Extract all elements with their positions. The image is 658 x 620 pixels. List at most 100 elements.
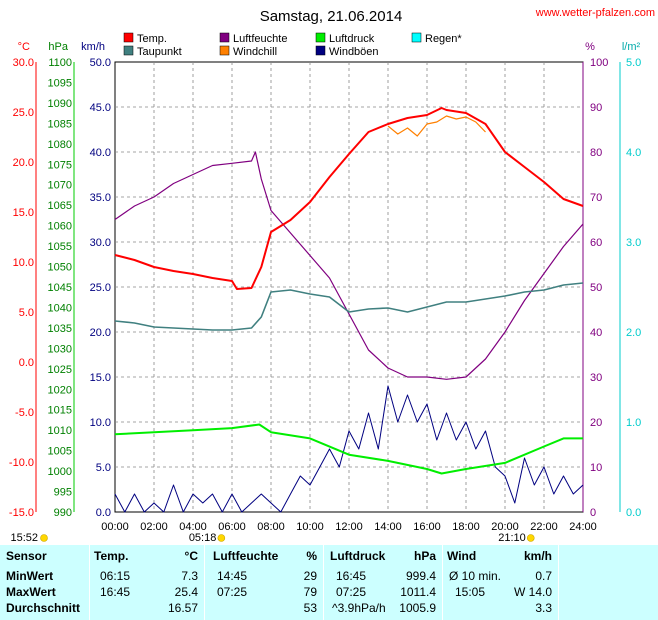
stats-panel-temp: Temp. °C 06:15 7.3 16:45 25.4 16.57 bbox=[90, 545, 205, 620]
legend-label-0: Temp. bbox=[137, 33, 167, 45]
temp-tick-label: 30.0 bbox=[13, 57, 34, 69]
stats-label-avg: Durchschnitt bbox=[6, 601, 81, 615]
legend-label-6: Windböen bbox=[329, 46, 379, 58]
x-tick-label: 14:00 bbox=[374, 521, 402, 533]
legend-label-4: Taupunkt bbox=[137, 46, 182, 58]
sunset-time: 21:10 bbox=[498, 532, 526, 544]
humidity-tick-label: 30 bbox=[590, 372, 602, 384]
legend-swatch-0 bbox=[123, 32, 134, 43]
weather-chart: Samstag, 21.06.2014 www.wetter-pfalzen.c… bbox=[9, 7, 655, 544]
wind-tick-label: 10.0 bbox=[90, 417, 111, 429]
stats-panel-wind: Wind km/h Ø 10 min. 0.7 15:05 W 14.0 3.3 bbox=[443, 545, 559, 620]
stats-humidity-max-time: 07:25 bbox=[217, 585, 248, 599]
pressure-tick-label: 1050 bbox=[48, 262, 72, 274]
pressure-tick-label: 1060 bbox=[48, 221, 72, 233]
rain-tick-label: 1.0 bbox=[626, 417, 641, 429]
humidity-unit: % bbox=[585, 41, 595, 53]
stats-temp-min-time: 06:15 bbox=[100, 569, 131, 583]
stats-panel-humidity: Luftfeuchte % 14:45 29 07:25 79 53 bbox=[205, 545, 324, 620]
stats-panel-sensor: Sensor MinWert MaxWert Durchschnitt bbox=[0, 545, 90, 620]
wind-tick-label: 15.0 bbox=[90, 372, 111, 384]
pressure-tick-label: 1075 bbox=[48, 159, 72, 171]
humidity-tick-label: 0 bbox=[590, 507, 596, 519]
stats-humidity-min-value: 29 bbox=[303, 569, 317, 583]
temp-tick-label: 10.0 bbox=[13, 257, 34, 269]
temp-tick-label: 0.0 bbox=[19, 357, 34, 369]
sun-markers: 15:52 05:18 21:10 bbox=[10, 532, 535, 544]
rain-unit: l/m² bbox=[622, 41, 641, 53]
stats-temp-max-time: 16:45 bbox=[100, 585, 131, 599]
pressure-tick-label: 1005 bbox=[48, 446, 72, 458]
legend-swatch-2 bbox=[315, 32, 326, 43]
series-line-taupunkt bbox=[114, 282, 584, 331]
stats-pressure-max-value: 1011.4 bbox=[400, 585, 436, 599]
x-tick-label: 18:00 bbox=[452, 521, 480, 533]
humidity-tick-label: 70 bbox=[590, 192, 602, 204]
wind-tick-label: 0.0 bbox=[96, 507, 111, 519]
wind-tick-label: 30.0 bbox=[90, 237, 111, 249]
x-tick-label: 06:00 bbox=[218, 521, 246, 533]
x-tick-label: 04:00 bbox=[179, 521, 207, 533]
wind-tick-label: 35.0 bbox=[90, 192, 111, 204]
wind-tick-label: 20.0 bbox=[90, 327, 111, 339]
series-line-luftdruck bbox=[114, 423, 583, 475]
stats-header-wind: Wind bbox=[447, 549, 477, 563]
x-tick-label: 08:00 bbox=[257, 521, 285, 533]
sun-left-icon bbox=[40, 534, 48, 542]
legend-label-3: Regen* bbox=[425, 33, 462, 45]
sun-left-time: 15:52 bbox=[10, 532, 38, 544]
stats-wind-max-time: 15:05 bbox=[455, 585, 486, 599]
stats-humidity-avg-value: 53 bbox=[303, 601, 317, 615]
stats-temp-avg-value: 16.57 bbox=[167, 601, 198, 615]
series-line-temp bbox=[114, 107, 584, 290]
wind-tick-label: 25.0 bbox=[90, 282, 111, 294]
pressure-tick-label: 1035 bbox=[48, 323, 72, 335]
x-tick-label: 10:00 bbox=[296, 521, 324, 533]
stats-temp-max-value: 25.4 bbox=[174, 585, 198, 599]
pressure-tick-label: 1040 bbox=[48, 302, 72, 314]
stats-header-pressure-unit: hPa bbox=[413, 549, 436, 563]
wind-tick-label: 50.0 bbox=[90, 57, 111, 69]
x-tick-label: 24:00 bbox=[569, 521, 597, 533]
legend-label-1: Luftfeuchte bbox=[233, 33, 287, 45]
pressure-tick-label: 1020 bbox=[48, 384, 72, 396]
pressure-tick-label: 1070 bbox=[48, 180, 72, 192]
pressure-tick-label: 1085 bbox=[48, 118, 72, 130]
chart-title: Samstag, 21.06.2014 bbox=[260, 8, 403, 25]
pressure-tick-label: 995 bbox=[54, 487, 72, 499]
humidity-tick-label: 80 bbox=[590, 147, 602, 159]
stats-panel-empty bbox=[559, 545, 658, 620]
wind-unit: km/h bbox=[81, 41, 105, 53]
stats-header-temp: Temp. bbox=[94, 549, 129, 563]
stats-pressure-trend: ^3.9hPa/h bbox=[332, 601, 386, 615]
stats-temp-min-value: 7.3 bbox=[181, 569, 198, 583]
x-tick-label: 16:00 bbox=[413, 521, 441, 533]
wind-tick-label: 40.0 bbox=[90, 147, 111, 159]
humidity-tick-label: 40 bbox=[590, 327, 602, 339]
rain-tick-label: 4.0 bbox=[626, 147, 641, 159]
pressure-tick-label: 1010 bbox=[48, 425, 72, 437]
rain-tick-label: 2.0 bbox=[626, 327, 641, 339]
humidity-tick-label: 90 bbox=[590, 102, 602, 114]
series-line-windchill bbox=[387, 115, 486, 137]
pressure-tick-label: 1090 bbox=[48, 98, 72, 110]
stats-header-pressure: Luftdruck bbox=[330, 549, 386, 563]
temp-tick-label: -5.0 bbox=[15, 407, 34, 419]
x-tick-label: 20:00 bbox=[491, 521, 519, 533]
pressure-tick-label: 1045 bbox=[48, 282, 72, 294]
legend-label-5: Windchill bbox=[233, 46, 277, 58]
pressure-tick-label: 1080 bbox=[48, 139, 72, 151]
stats-pressure-avg-value: 1005.9 bbox=[399, 601, 436, 615]
x-tick-label: 00:00 bbox=[101, 521, 129, 533]
series-line-windben bbox=[114, 385, 584, 513]
stats-header-wind-unit: km/h bbox=[523, 549, 552, 563]
chart-series bbox=[114, 107, 584, 513]
statistics-table: Sensor MinWert MaxWert Durchschnitt Temp… bbox=[0, 545, 658, 620]
chart-grid bbox=[35, 61, 621, 513]
temp-unit: °C bbox=[18, 41, 30, 53]
website-link[interactable]: www.wetter-pfalzen.com bbox=[535, 7, 655, 19]
temp-tick-label: -15.0 bbox=[9, 507, 34, 519]
pressure-tick-label: 1015 bbox=[48, 405, 72, 417]
stats-header-temp-unit: °C bbox=[184, 549, 198, 563]
wind-tick-label: 5.0 bbox=[96, 462, 111, 474]
